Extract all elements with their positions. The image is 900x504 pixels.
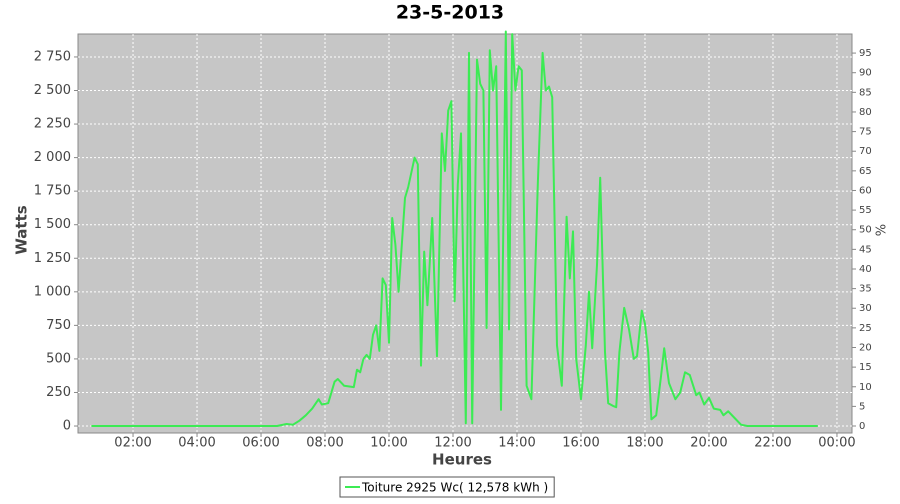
y2-tick-label: 90 (859, 68, 872, 79)
y-tick-label: 1 000 (34, 284, 71, 299)
chart-title: 23-5-2013 (396, 2, 504, 24)
legend: Toiture 2925 Wc( 12,578 kWh ) (339, 476, 555, 498)
y2-tick-label: 85 (859, 87, 872, 98)
y-tick-label: 500 (46, 351, 71, 366)
y2-tick-label: 30 (859, 303, 872, 314)
y-tick-label: 1 500 (34, 217, 71, 232)
y2-tick-label: 70 (859, 146, 872, 157)
x-tick-label: 08:00 (306, 436, 343, 451)
y2-tick-label: 55 (859, 205, 872, 216)
y2-tick-label: 25 (859, 323, 872, 334)
legend-box (339, 476, 555, 498)
x-tick-label: 22:00 (754, 436, 791, 451)
y-tick-label: 2 750 (34, 49, 71, 64)
legend-label: Toiture 2925 Wc( 12,578 kWh ) (361, 481, 548, 495)
y2-tick-label: 95 (859, 48, 872, 59)
x-tick-label: 12:00 (434, 436, 471, 451)
y-tick-label: 2 250 (34, 117, 71, 132)
y-tick-label: 0 (63, 419, 71, 434)
series-line (91, 30, 818, 427)
y-tick-label: 1 750 (34, 184, 71, 199)
y-tick-label: 2 500 (34, 83, 71, 98)
y2-tick-label: 75 (859, 127, 872, 138)
y2-tick-label: 15 (859, 362, 872, 373)
y2-tick-label: 10 (859, 382, 872, 393)
x-tick-label: 18:00 (626, 436, 663, 451)
x-tick-label: 02:00 (114, 436, 151, 451)
y2-tick-label: 60 (859, 185, 872, 196)
y-tick-label: 2 000 (34, 150, 71, 165)
y2-tick-label: 80 (859, 107, 872, 118)
y-axis-label: Watts (13, 205, 31, 254)
y2-tick-label: 50 (859, 225, 872, 236)
y-tick-label: 1 250 (34, 251, 71, 266)
y2-tick-label: 40 (859, 264, 872, 275)
x-axis-label: Heures (432, 451, 492, 469)
y2-tick-label: 0 (859, 421, 865, 432)
y2-tick-label: 35 (859, 284, 872, 295)
y2-tick-label: 45 (859, 244, 872, 255)
y2-tick-label: 5 (859, 401, 865, 412)
y2-tick-label: 65 (859, 166, 872, 177)
x-tick-label: 10:00 (370, 436, 407, 451)
x-tick-label: 14:00 (498, 436, 535, 451)
y2-tick-label: 20 (859, 343, 872, 354)
x-tick-label: 00:00 (818, 436, 855, 451)
y-tick-label: 250 (46, 385, 71, 400)
x-tick-label: 04:00 (178, 436, 215, 451)
x-tick-label: 16:00 (562, 436, 599, 451)
x-tick-label: 06:00 (242, 436, 279, 451)
x-tick-label: 20:00 (690, 436, 727, 451)
y2-axis-label: % (875, 224, 890, 236)
y-tick-label: 750 (46, 318, 71, 333)
